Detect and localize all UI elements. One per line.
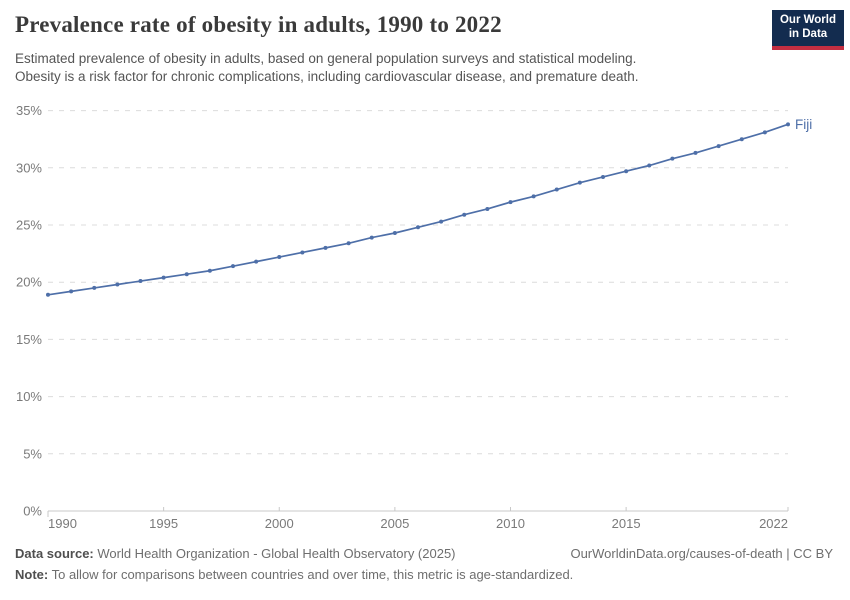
data-point[interactable] xyxy=(670,156,675,161)
data-point[interactable] xyxy=(485,206,490,211)
data-point[interactable] xyxy=(323,245,328,250)
data-point[interactable] xyxy=(462,212,467,217)
y-axis-tick-label: 20% xyxy=(16,275,42,290)
owid-logo: Our World in Data xyxy=(772,10,844,50)
data-point[interactable] xyxy=(786,122,790,127)
y-axis-tick-label: 0% xyxy=(23,504,42,519)
x-axis-tick-label: 2022 xyxy=(759,516,788,531)
page-title: Prevalence rate of obesity in adults, 19… xyxy=(15,12,502,37)
data-point[interactable] xyxy=(161,275,166,280)
x-axis-tick-label: 2015 xyxy=(612,516,641,531)
rights-link[interactable]: OurWorldinData.org/causes-of-death | CC … xyxy=(570,546,833,561)
note-text: To allow for comparisons between countri… xyxy=(48,567,574,582)
data-point[interactable] xyxy=(277,255,282,260)
chart-subtitle-line2: Obesity is a risk factor for chronic com… xyxy=(15,68,639,84)
data-point[interactable] xyxy=(254,259,259,264)
trend-line[interactable] xyxy=(47,123,789,296)
data-point[interactable] xyxy=(716,144,721,149)
data-source: Data source: World Health Organization -… xyxy=(15,546,456,562)
data-point[interactable] xyxy=(601,174,605,179)
y-axis-tick-label: 15% xyxy=(16,332,42,347)
data-point[interactable] xyxy=(184,272,189,277)
y-axis-tick-label: 35% xyxy=(16,103,42,118)
data-point[interactable] xyxy=(416,225,420,230)
chart-subtitle-line1: Estimated prevalence of obesity in adult… xyxy=(15,51,637,66)
x-axis-tick-label: 2005 xyxy=(380,516,409,531)
data-point[interactable] xyxy=(392,231,397,236)
chart-note: Note: To allow for comparisons between c… xyxy=(15,567,833,583)
data-point[interactable] xyxy=(69,289,74,294)
data-point[interactable] xyxy=(439,219,444,224)
data-point[interactable] xyxy=(207,268,212,273)
data-source-label: Data source: xyxy=(15,546,94,561)
data-point[interactable] xyxy=(300,250,305,255)
y-axis-tick-label: 30% xyxy=(16,160,42,175)
y-axis-tick-label: 10% xyxy=(16,389,42,404)
data-point[interactable] xyxy=(624,169,629,174)
y-axis-tick-label: 5% xyxy=(23,446,42,461)
data-point[interactable] xyxy=(554,187,559,192)
data-point[interactable] xyxy=(138,279,143,284)
data-point[interactable] xyxy=(693,150,698,155)
data-point[interactable] xyxy=(508,200,513,205)
data-point[interactable] xyxy=(346,241,351,246)
data-point[interactable] xyxy=(231,264,235,269)
data-point[interactable] xyxy=(577,180,582,185)
x-axis-tick-label: 2010 xyxy=(496,516,525,531)
owid-logo-line2: in Data xyxy=(788,28,828,40)
x-axis-tick-label: 1995 xyxy=(149,516,178,531)
data-point[interactable] xyxy=(739,137,744,142)
data-point[interactable] xyxy=(46,292,50,297)
data-point[interactable] xyxy=(762,130,767,135)
x-axis-tick-label: 1990 xyxy=(48,516,77,531)
data-point[interactable] xyxy=(115,282,120,287)
data-point[interactable] xyxy=(369,235,374,240)
chart-footer: Data source: World Health Organization -… xyxy=(15,546,833,583)
note-label: Note: xyxy=(15,567,49,582)
series-label: Fiji xyxy=(795,117,812,132)
owid-logo-line1: Our World xyxy=(779,14,836,26)
data-point[interactable] xyxy=(531,194,536,199)
data-source-text: World Health Organization - Global Healt… xyxy=(93,546,456,561)
x-axis-tick-label: 2000 xyxy=(265,516,294,531)
data-point[interactable] xyxy=(92,285,97,290)
data-point[interactable] xyxy=(647,163,652,168)
chart-subtitle: Estimated prevalence of obesity in adult… xyxy=(15,50,639,85)
y-axis-tick-label: 25% xyxy=(16,218,42,233)
